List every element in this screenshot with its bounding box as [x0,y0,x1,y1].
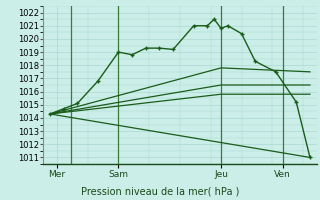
Text: Pression niveau de la mer( hPa ): Pression niveau de la mer( hPa ) [81,186,239,196]
